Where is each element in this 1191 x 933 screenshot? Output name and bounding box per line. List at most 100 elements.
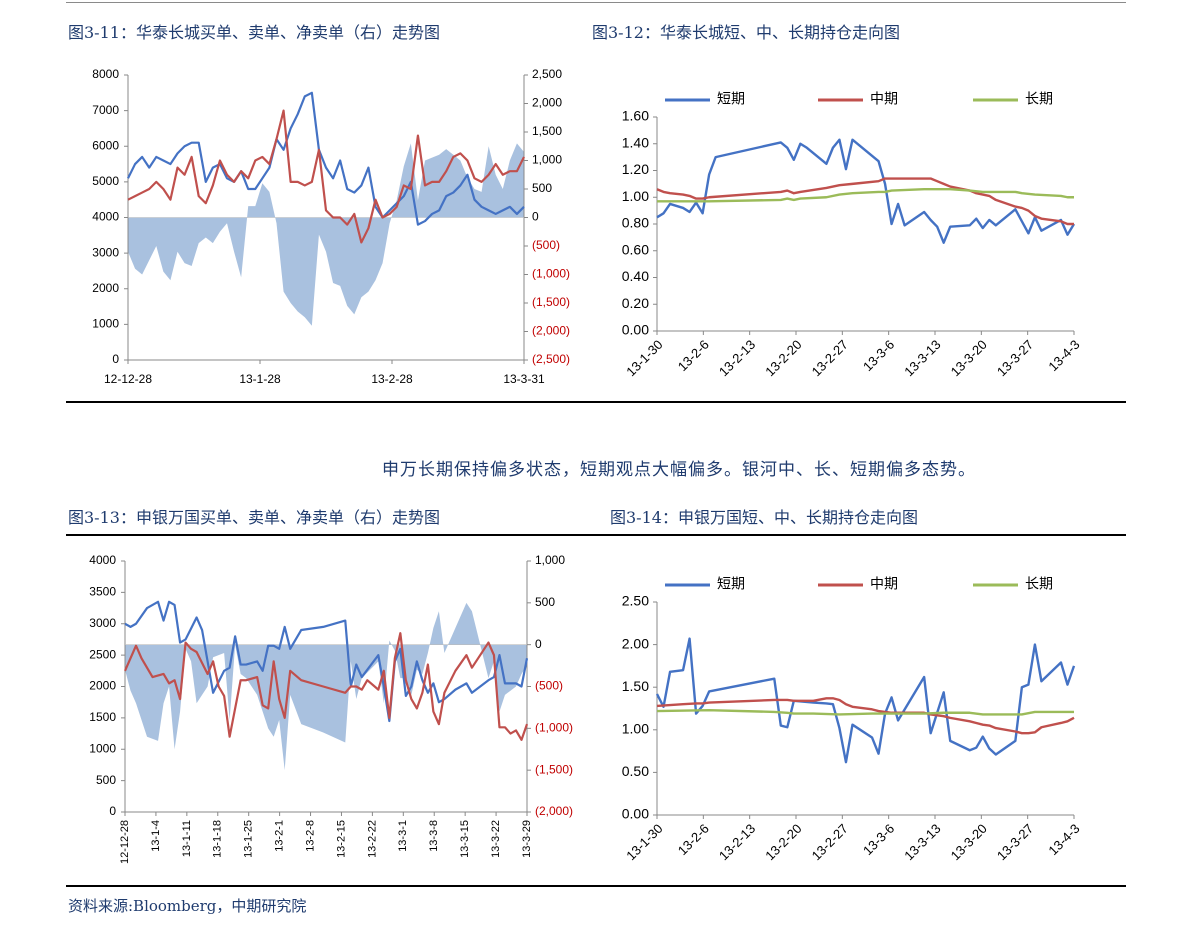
- series-line-blue: [655, 637, 1076, 764]
- fig13-chart: 0 500 1000 1500 2000 2500 3000 3500 4000 1,000 500…: [89, 553, 573, 864]
- left-tick-label: 0: [109, 804, 116, 818]
- left-tick-label: 1000: [92, 317, 119, 331]
- x-tick-label: 13-3-13: [901, 821, 943, 863]
- left-tick-label: 1000: [89, 741, 116, 755]
- y-tick-label: 0.00: [622, 806, 649, 822]
- series-line-green: [657, 188, 1074, 203]
- x-tick-label: 13-2-15: [335, 820, 347, 858]
- right-tick-label: (500): [535, 679, 563, 693]
- fig13-caption: 图3-13：申银万国买单、卖单、净卖单（右）走势图: [68, 508, 440, 527]
- x-tick-label: 13-3-27: [994, 821, 1036, 863]
- fig11-caption: 图3-11：华泰长城买单、卖单、净卖单（右）走势图: [68, 23, 440, 42]
- right-tick-label: (2,500): [532, 352, 570, 366]
- x-tick-label: 13-4-3: [1045, 821, 1082, 858]
- right-tick-label: (1,500): [532, 295, 570, 309]
- x-tick-label: 13-2-28: [371, 372, 413, 386]
- fig12-caption: 图3-12：华泰长城短、中、长期持仓走向图: [592, 23, 900, 42]
- left-tick-label: 5000: [92, 174, 119, 188]
- x-tick-label: 13-2-27: [809, 337, 851, 379]
- series-line-blue: [656, 138, 1076, 244]
- y-tick-label: 1.50: [622, 678, 649, 694]
- y-tick-label: 1.20: [622, 161, 649, 177]
- series-line-red: [656, 697, 1075, 735]
- x-tick-label: 13-2-13: [716, 821, 758, 863]
- right-tick-label: 2,000: [532, 96, 562, 110]
- x-tick-label: 13-1-25: [243, 820, 255, 858]
- left-tick-label: 1500: [89, 710, 116, 724]
- summary-text: 申万长期保持偏多状态，短期观点大幅偏多。银河中、长、短期偏多态势。: [382, 460, 976, 480]
- left-tick-label: 6000: [92, 138, 119, 152]
- x-tick-label: 12-12-28: [119, 820, 131, 864]
- left-tick-label: 8000: [92, 67, 119, 81]
- left-tick-label: 3500: [89, 585, 116, 599]
- right-tick-label: 0: [532, 210, 539, 224]
- x-tick-label: 13-1-18: [212, 820, 224, 858]
- x-tick-label: 13-1-30: [623, 821, 665, 863]
- right-tick-label: (2,000): [532, 324, 570, 338]
- x-tick-label: 13-2-13: [716, 337, 758, 379]
- top-rule: [66, 2, 1126, 3]
- right-tick-label: (1,000): [535, 721, 573, 735]
- left-tick-label: 2000: [92, 281, 119, 295]
- legend-label: 中期: [870, 576, 898, 592]
- y-tick-label: 1.00: [622, 721, 649, 737]
- x-tick-label: 13-3-6: [860, 337, 897, 374]
- x-tick-label: 13-2-6: [675, 337, 712, 374]
- x-tick-label: 13-3-1: [397, 820, 409, 852]
- right-tick-label: 1,000: [535, 553, 565, 567]
- x-tick-label: 13-3-6: [860, 821, 897, 858]
- x-tick-label: 13-1-4: [150, 820, 162, 852]
- y-tick-label: 1.00: [622, 188, 649, 204]
- right-tick-label: 1,500: [532, 124, 562, 138]
- fig14-chart: 短期 中期 长期 0.00 0.50 1.00 1.50 2.00 2.50 13-1-30 13-…: [622, 576, 1083, 864]
- footer-rule: [66, 885, 1126, 887]
- fig14-caption: 图3-14：申银万国短、中、长期持仓走向图: [610, 508, 918, 527]
- x-tick-label: 13-3-20: [948, 337, 990, 379]
- x-tick-label: 13-3-27: [994, 337, 1036, 379]
- series-line-red: [656, 177, 1074, 226]
- legend-label: 短期: [717, 576, 745, 592]
- series-line-red: [127, 109, 525, 244]
- left-tick-label: 2500: [89, 647, 116, 661]
- y-tick-label: 1.60: [622, 108, 649, 124]
- x-tick-label: 13-3-15: [459, 820, 471, 858]
- right-tick-label: (1,000): [532, 267, 570, 281]
- right-tick-label: (2,000): [535, 804, 573, 818]
- source-note: 资料来源:Bloomberg，中期研究院: [68, 897, 307, 915]
- fig12-chart: 短期 中期 长期 0.00 0.20 0.40 0.60 0.80 1.00 1.20 1.40 1.…: [622, 91, 1083, 380]
- left-tick-label: 500: [96, 773, 116, 787]
- x-tick-label: 13-1-28: [239, 372, 281, 386]
- y-tick-label: 2.50: [622, 593, 649, 609]
- right-tick-label: 2,500: [532, 67, 562, 81]
- legend-label: 长期: [1025, 576, 1053, 592]
- x-tick-label: 13-3-20: [948, 821, 990, 863]
- series-line-blue: [124, 600, 529, 723]
- x-tick-label: 13-2-20: [762, 821, 804, 863]
- series-line-red: [123, 632, 529, 741]
- right-tick-label: 1,000: [532, 153, 562, 167]
- right-tick-label: 500: [535, 595, 555, 609]
- x-tick-label: 13-2-22: [366, 820, 378, 858]
- left-tick-label: 7000: [92, 103, 119, 117]
- x-tick-label: 13-3-29: [521, 820, 533, 858]
- right-tick-label: 0: [535, 637, 542, 651]
- right-tick-label: (1,500): [535, 762, 573, 776]
- x-tick-label: 12-12-28: [104, 372, 152, 386]
- y-tick-label: 0.50: [622, 763, 649, 779]
- series-line-green: [656, 709, 1074, 716]
- y-tick-label: 1.40: [622, 134, 649, 150]
- x-tick-label: 13-2-27: [809, 821, 851, 863]
- y-tick-label: 0.20: [622, 295, 649, 311]
- y-tick-label: 2.00: [622, 635, 649, 651]
- x-tick-label: 13-2-8: [304, 820, 316, 852]
- left-tick-label: 3000: [92, 245, 119, 259]
- x-tick-label: 13-3-13: [901, 337, 943, 379]
- x-tick-label: 13-1-30: [623, 337, 665, 379]
- y-tick-label: 0.40: [622, 268, 649, 284]
- left-tick-label: 3000: [89, 616, 116, 630]
- left-tick-label: 2000: [89, 679, 116, 693]
- x-tick-label: 13-3-31: [503, 372, 545, 386]
- right-tick-label: (500): [532, 238, 560, 252]
- x-tick-label: 13-2-20: [762, 337, 804, 379]
